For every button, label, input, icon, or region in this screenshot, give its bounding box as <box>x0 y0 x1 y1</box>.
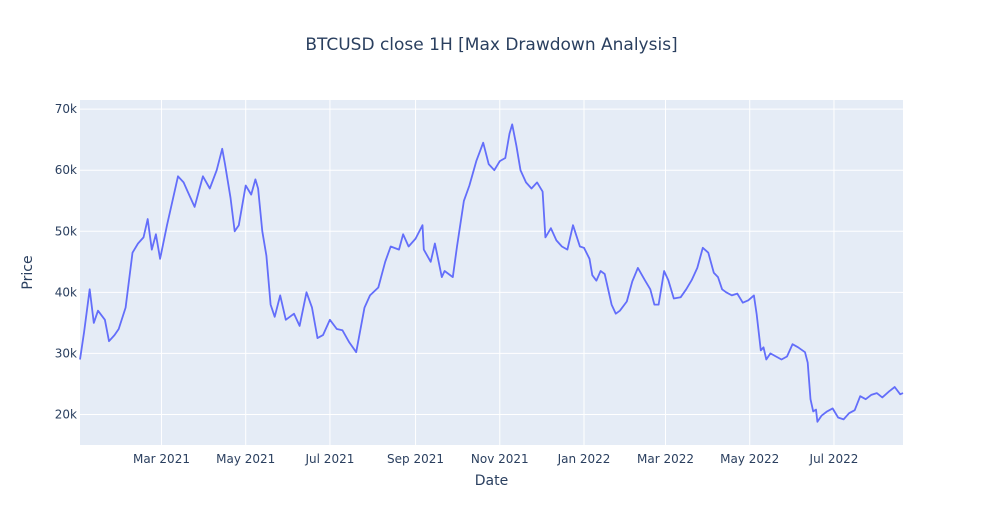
price-series-line <box>79 123 904 423</box>
x-tick-label: Sep 2021 <box>387 452 444 466</box>
plot-background <box>80 100 903 445</box>
y-tick-label: 40k <box>55 285 77 299</box>
x-tick-label: May 2022 <box>720 452 779 466</box>
x-axis-title: Date <box>475 473 508 489</box>
x-tick-label: Mar 2022 <box>637 452 694 466</box>
x-tick-label: May 2021 <box>216 452 275 466</box>
y-axis-ticks: 20k 30k 40k 50k 60k 70k <box>55 102 77 421</box>
x-tick-label: Jul 2021 <box>305 452 355 466</box>
y-tick-label: 20k <box>55 407 77 421</box>
x-tick-label: Jan 2022 <box>557 452 611 466</box>
y-tick-label: 60k <box>55 163 77 177</box>
y-axis-title: Price <box>20 255 36 289</box>
x-tick-label: Mar 2021 <box>133 452 190 466</box>
x-tick-label: Jul 2022 <box>809 452 859 466</box>
y-tick-label: 30k <box>55 346 77 360</box>
x-tick-label: Nov 2021 <box>471 452 529 466</box>
y-tick-label: 70k <box>55 102 77 116</box>
chart-title: BTCUSD close 1H [Max Drawdown Analysis] <box>305 35 677 55</box>
x-axis-ticks: Mar 2021 May 2021 Jul 2021 Sep 2021 Nov 2021… <box>133 452 858 466</box>
y-tick-label: 50k <box>55 224 77 238</box>
series-layer <box>79 123 904 423</box>
